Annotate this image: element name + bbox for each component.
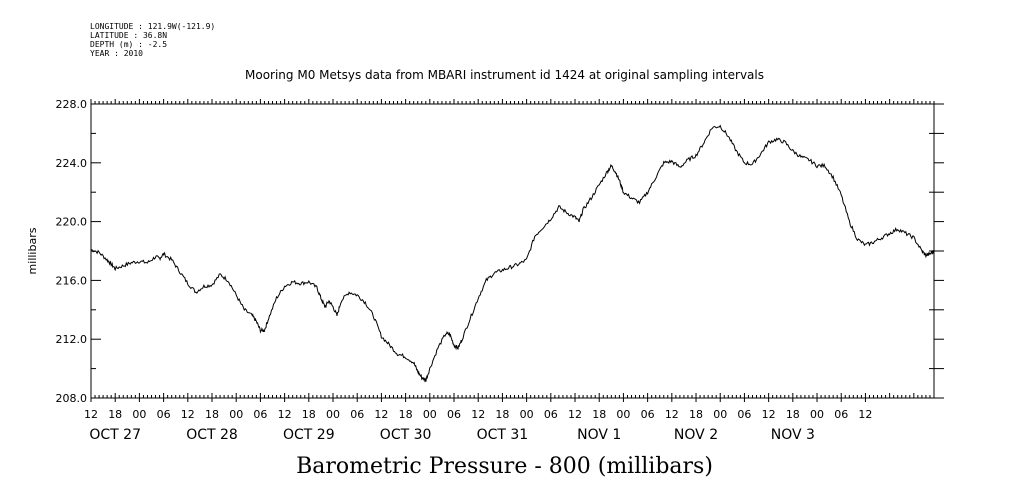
x-tick-label: 00 bbox=[132, 408, 146, 421]
x-tick-label: 00 bbox=[326, 408, 340, 421]
x-tick-label: 06 bbox=[157, 408, 171, 421]
x-tick-label: 00 bbox=[616, 408, 630, 421]
x-tick-label: 00 bbox=[810, 408, 824, 421]
x-day-label: OCT 29 bbox=[283, 427, 335, 443]
x-tick-label: 00 bbox=[520, 408, 534, 421]
plot-frame bbox=[90, 103, 935, 399]
longitude-label: LONGITUDE : 121.9W(-121.9) bbox=[90, 22, 216, 31]
y-axis-label: millibars bbox=[26, 227, 39, 274]
x-tick-label: 12 bbox=[762, 408, 776, 421]
x-tick-label: 18 bbox=[205, 408, 219, 421]
chart-title: Mooring M0 Metsys data from MBARI instru… bbox=[245, 68, 764, 82]
x-tick-label: 18 bbox=[592, 408, 606, 421]
latitude-label: LATITUDE : 36.8N bbox=[90, 31, 168, 40]
x-tick-label: 06 bbox=[737, 408, 751, 421]
x-axis-label: Barometric Pressure - 800 (millibars) bbox=[296, 454, 713, 479]
x-tick-label: 06 bbox=[253, 408, 267, 421]
series-group bbox=[90, 124, 935, 383]
depth-label: DEPTH (m) : -2.5 bbox=[90, 40, 168, 49]
x-tick-label: 12 bbox=[665, 408, 679, 421]
y-tick-label: 224.0 bbox=[56, 157, 88, 170]
x-tick-label: 12 bbox=[181, 408, 195, 421]
x-tick-label: 06 bbox=[834, 408, 848, 421]
x-tick-label: 18 bbox=[399, 408, 413, 421]
x-day-label: NOV 3 bbox=[771, 427, 815, 443]
x-tick-label: 12 bbox=[84, 408, 98, 421]
x-tick-label: 06 bbox=[544, 408, 558, 421]
x-day-label: OCT 30 bbox=[380, 427, 432, 443]
y-tick-label: 220.0 bbox=[56, 216, 88, 229]
x-day-label: OCT 31 bbox=[477, 427, 529, 443]
x-tick-label: 00 bbox=[423, 408, 437, 421]
x-tick-label: 18 bbox=[689, 408, 703, 421]
x-day-label: OCT 27 bbox=[89, 427, 141, 443]
x-tick-label: 18 bbox=[302, 408, 316, 421]
x-day-label: NOV 2 bbox=[674, 427, 718, 443]
x-tick-label: 12 bbox=[568, 408, 582, 421]
x-tick-label: 12 bbox=[374, 408, 388, 421]
series-line-0 bbox=[90, 124, 935, 383]
y-tick-label: 208.0 bbox=[56, 392, 88, 405]
x-tick-label: 06 bbox=[641, 408, 655, 421]
x-tick-label: 00 bbox=[229, 408, 243, 421]
x-tick-label: 18 bbox=[108, 408, 122, 421]
y-tick-label: 212.0 bbox=[56, 333, 88, 346]
x-tick-label: 06 bbox=[350, 408, 364, 421]
x-tick-label: 06 bbox=[447, 408, 461, 421]
axes: 208.0 212.0 216.0 220.0 224.0 228.0 12 18 00 06 12… bbox=[26, 98, 944, 443]
x-tick-label: 00 bbox=[713, 408, 727, 421]
x-day-label: NOV 1 bbox=[577, 427, 621, 443]
x-tick-label: 12 bbox=[471, 408, 485, 421]
x-day-label: OCT 28 bbox=[186, 427, 238, 443]
y-tick-label: 228.0 bbox=[56, 98, 88, 111]
x-tick-label: 18 bbox=[786, 408, 800, 421]
x-tick-label: 18 bbox=[495, 408, 509, 421]
year-label: YEAR : 2010 bbox=[90, 49, 143, 58]
x-tick-label: 12 bbox=[858, 408, 872, 421]
y-tick-label: 216.0 bbox=[56, 274, 88, 287]
x-tick-label: 12 bbox=[278, 408, 292, 421]
